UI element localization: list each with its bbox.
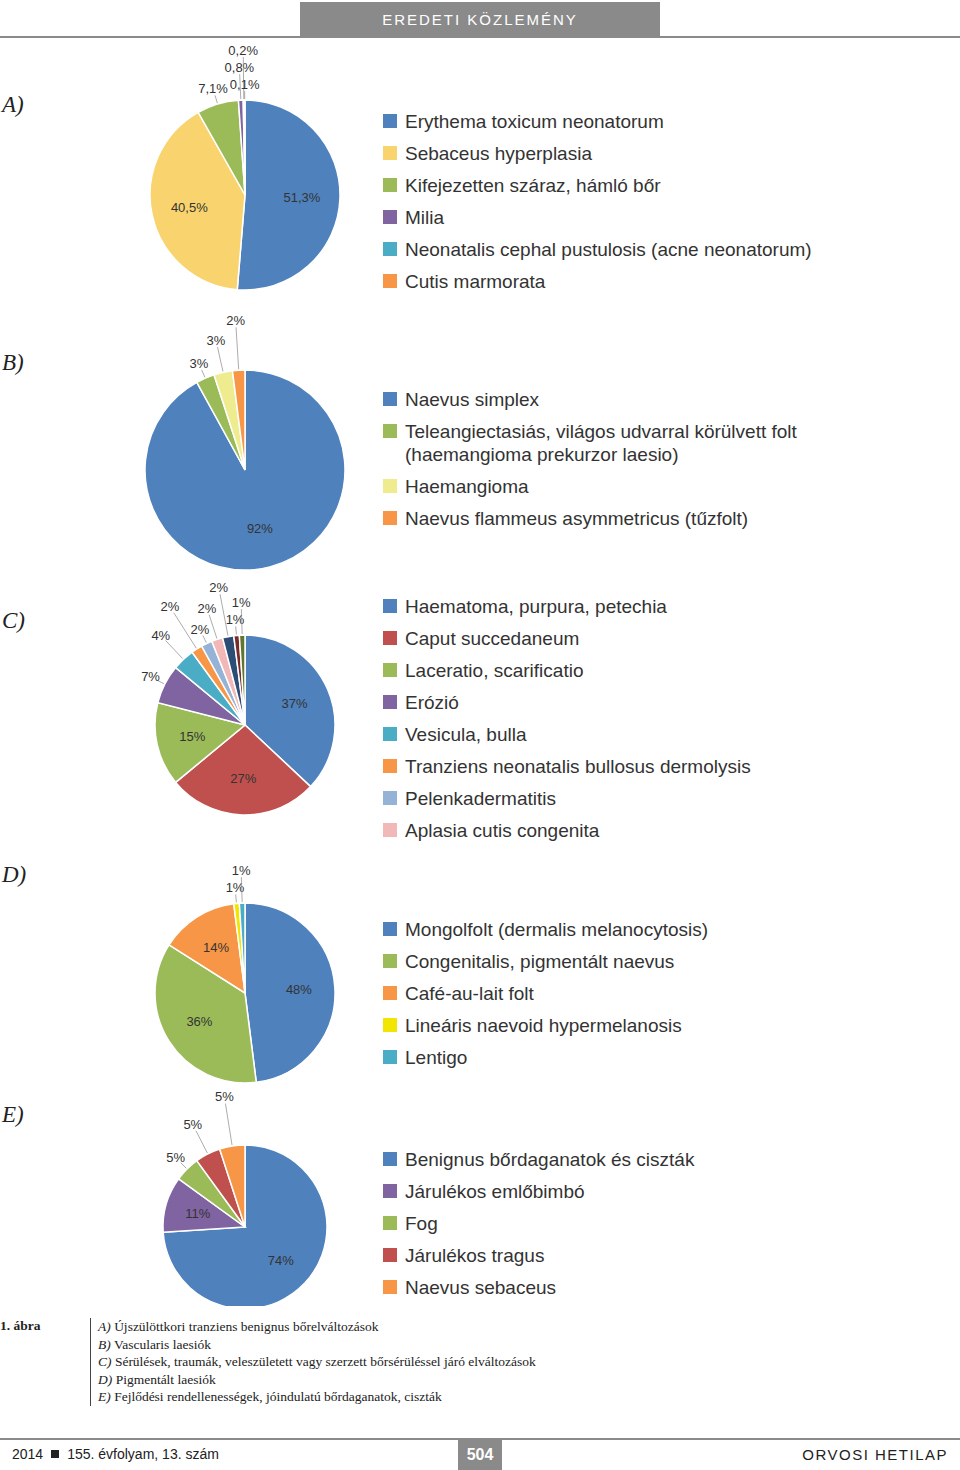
svg-text:2%: 2%	[190, 622, 209, 637]
html-text:Mongolfolt (dermalis melanocyt: Mongolfolt (dermalis melanocytosis)	[405, 919, 709, 940]
html-text:Laceratio, scarificatio: Laceratio, scarificatio	[405, 660, 584, 681]
svg-text:15%: 15%	[179, 729, 205, 744]
html-text:Naevus simplex: Naevus simplex	[405, 389, 540, 410]
html-text:1. ábra: 1. ábra	[0, 1318, 41, 1333]
svg-text:11%: 11%	[185, 1206, 210, 1221]
svg-text:1%: 1%	[225, 880, 245, 895]
svg-text:0,8%: 0,8%	[225, 60, 255, 75]
svg-text:51,3%: 51,3%	[284, 190, 321, 205]
svg-text:1%: 1%	[225, 612, 245, 627]
html-text:Haemangioma: Haemangioma	[405, 476, 529, 497]
svg-text:40,5%: 40,5%	[171, 200, 208, 215]
html-text:Járulékos tragus: Járulékos tragus	[405, 1245, 545, 1266]
html-text:Aplasia cutis congenita: Aplasia cutis congenita	[405, 820, 600, 841]
svg-text:7%: 7%	[141, 669, 160, 684]
html-text:D) Pigmentált laesiók: D) Pigmentált laesiók	[98, 1371, 216, 1387]
svg-text:74%: 74%	[268, 1253, 294, 1268]
svg-text:37%: 37%	[282, 696, 308, 711]
svg-text:14%: 14%	[203, 940, 229, 955]
html-text:D): D)	[2, 862, 27, 887]
svg-text:0,2%: 0,2%	[228, 43, 258, 58]
html-text:Fog: Fog	[405, 1213, 438, 1234]
html-text:Café-au-lait folt: Café-au-lait folt	[405, 983, 534, 1004]
svg-text:4%: 4%	[151, 628, 170, 643]
html-text:Naevus flammeus asymmetricus (: Naevus flammeus asymmetricus (tűzfolt)	[405, 508, 749, 529]
html-text:A) Újszülöttkori tranziens ben: A) Újszülöttkori tranziens benignus bőre…	[98, 1319, 379, 1334]
html-text:155. évfolyam, 13. szám: 155. évfolyam, 13. szám	[67, 1446, 219, 1462]
html-text:Benignus bőrdaganatok és ciszt: Benignus bőrdaganatok és ciszták	[405, 1149, 695, 1170]
html-text:Sebaceus hyperplasia: Sebaceus hyperplasia	[405, 143, 592, 164]
html-text:Congenitalis, pigmentált naevu: Congenitalis, pigmentált naevus	[405, 951, 675, 972]
svg-text:5%: 5%	[215, 1089, 234, 1104]
svg-text:36%: 36%	[186, 1014, 212, 1029]
svg-text:5%: 5%	[183, 1117, 202, 1132]
html-text:E) Fejlődési rendellenességek,: E) Fejlődési rendellenességek, jóindulat…	[98, 1389, 442, 1404]
svg-text:7,1%: 7,1%	[198, 81, 228, 96]
html-text:Teleangiectasiás, világos udva: Teleangiectasiás, világos udvarral körül…	[405, 421, 797, 465]
svg-text:2%: 2%	[209, 580, 228, 595]
html-text:Neonatalis cephal pustulosis (: Neonatalis cephal pustulosis (acne neona…	[405, 239, 812, 260]
html-text:Járulékos emlőbimbó: Járulékos emlőbimbó	[405, 1181, 585, 1202]
html-text:Haematoma, purpura, petechia: Haematoma, purpura, petechia	[405, 596, 667, 617]
html-text:Lentigo: Lentigo	[405, 1047, 468, 1068]
html-text:504: 504	[466, 1446, 494, 1463]
html-text:Tranziens neonatalis bullosus: Tranziens neonatalis bullosus dermolysis	[405, 756, 751, 777]
svg-text:5%: 5%	[166, 1150, 185, 1165]
html-text:EREDETI KÖZLEMÉNY: EREDETI KÖZLEMÉNY	[382, 10, 578, 28]
html-text:E): E)	[2, 1102, 24, 1127]
svg-text:48%: 48%	[286, 982, 312, 997]
svg-text:2%: 2%	[161, 599, 180, 614]
html-text:Milia: Milia	[405, 207, 445, 228]
svg-text:3%: 3%	[190, 356, 209, 371]
svg-text:1%: 1%	[232, 595, 251, 610]
html-text:Vesicula, bulla: Vesicula, bulla	[405, 724, 527, 745]
html-text:Naevus sebaceus: Naevus sebaceus	[405, 1277, 556, 1298]
html-text:Lineáris naevoid hypermelanosi: Lineáris naevoid hypermelanosis	[405, 1015, 682, 1036]
html-text:A): A)	[2, 92, 24, 117]
svg-text:0,1%: 0,1%	[230, 77, 260, 92]
html-text:ORVOSI HETILAP: ORVOSI HETILAP	[802, 1446, 948, 1463]
html-text:Erózió: Erózió	[405, 692, 459, 713]
html-text:Caput succedaneum: Caput succedaneum	[405, 628, 580, 649]
html-text:Pelenkadermatitis: Pelenkadermatitis	[405, 788, 556, 809]
svg-text:1%: 1%	[232, 863, 251, 878]
html-text:B) Vascularis laesiók: B) Vascularis laesiók	[98, 1336, 211, 1352]
html-text:C) Sérülések, traumák, veleszü: C) Sérülések, traumák, veleszületett vag…	[98, 1354, 536, 1369]
html-text:2014: 2014	[12, 1446, 44, 1462]
html-text:B): B)	[2, 350, 24, 375]
html-text:C): C)	[2, 608, 25, 633]
html-text:Erythema toxicum neonatorum: Erythema toxicum neonatorum	[405, 111, 664, 132]
svg-text:2%: 2%	[226, 313, 245, 328]
svg-text:2%: 2%	[198, 601, 217, 616]
html-text:Kifejezetten száraz, hámló bőr: Kifejezetten száraz, hámló bőr	[405, 175, 661, 196]
svg-text:92%: 92%	[247, 521, 273, 536]
svg-text:3%: 3%	[207, 333, 226, 348]
svg-text:27%: 27%	[230, 771, 256, 786]
html-text:Cutis marmorata: Cutis marmorata	[405, 271, 546, 292]
